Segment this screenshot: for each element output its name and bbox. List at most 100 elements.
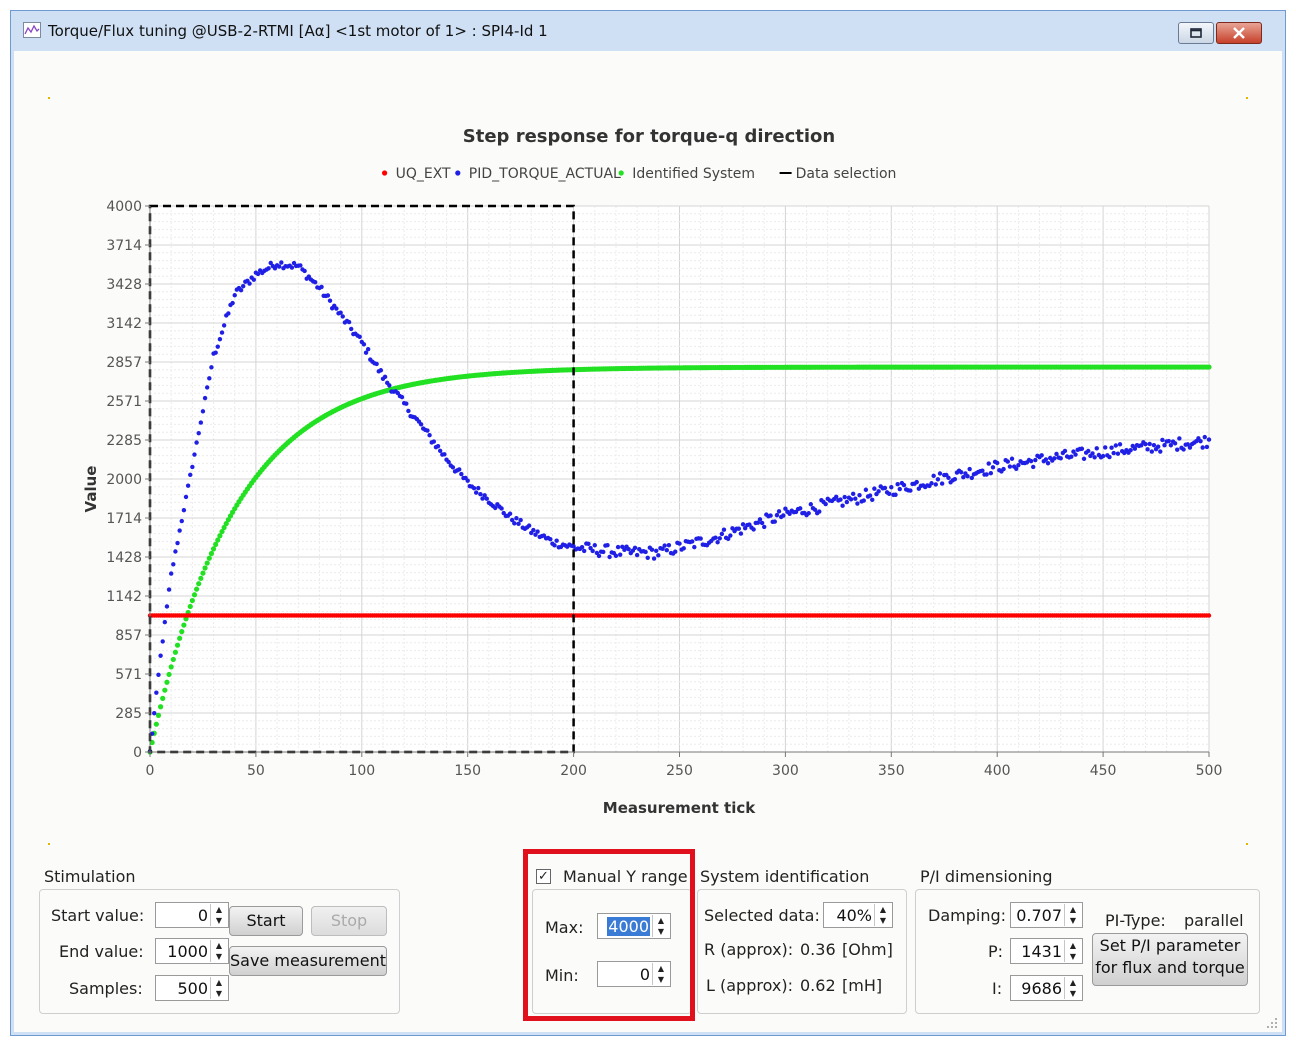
p-input[interactable]: 1431 [1021, 942, 1062, 961]
x-tick-label: 500 [1196, 763, 1223, 779]
start-value-label: Start value: [51, 906, 145, 925]
identified-system-point [225, 517, 231, 523]
spin-arrows[interactable]: ▲ ▼ [652, 963, 669, 985]
samples-input[interactable]: 500 [177, 979, 208, 998]
spin-down-icon[interactable]: ▼ [1069, 916, 1077, 925]
pid-torque-point [204, 385, 210, 390]
x-tick-label: 0 [146, 763, 155, 779]
end-value-input[interactable]: 1000 [167, 942, 208, 961]
spin-arrows[interactable]: ▲ ▼ [210, 940, 227, 962]
max-input-selection[interactable]: 4000 [607, 917, 650, 936]
pid-torque-point [596, 553, 602, 559]
pid-torque-point [200, 409, 206, 414]
pid-torque-point [666, 543, 672, 548]
spin-arrows[interactable]: ▲ ▼ [210, 977, 227, 999]
spin-up-icon[interactable]: ▲ [657, 916, 665, 925]
spin-down-icon[interactable]: ▼ [879, 916, 887, 925]
legend-label: Data selection [796, 166, 897, 182]
set-pi-button-line2: for flux and torque [1095, 958, 1245, 977]
pi-type-value: parallel [1184, 911, 1244, 930]
spin-up-icon[interactable]: ▲ [215, 941, 223, 950]
legend-marker-dot [382, 170, 388, 176]
y-tick-label: 571 [115, 667, 142, 683]
resize-grip-icon[interactable] [1266, 1017, 1278, 1029]
spin-down-icon[interactable]: ▼ [657, 927, 665, 936]
pid-torque-point [183, 494, 189, 500]
pid-torque-point [406, 408, 411, 414]
spin-down-icon[interactable]: ▼ [215, 916, 223, 925]
spin-arrows[interactable]: ▲ ▼ [210, 904, 227, 926]
i-label: I: [992, 979, 1003, 998]
spin-up-icon[interactable]: ▲ [215, 978, 223, 987]
spin-up-icon[interactable]: ▲ [1069, 941, 1077, 950]
pid-torque-point [276, 264, 282, 269]
pid-torque-point [984, 472, 989, 477]
spin-down-icon[interactable]: ▼ [1069, 952, 1077, 961]
manual-y-label[interactable]: Manual Y range [561, 867, 690, 886]
pid-torque-point [1185, 442, 1191, 447]
start-value-input[interactable]: 0 [197, 906, 208, 925]
spin-up-icon[interactable]: ▲ [879, 905, 887, 914]
pid-torque-point [664, 548, 669, 553]
min-spinbox[interactable]: 0 ▲ ▼ [597, 961, 671, 987]
selected-data-spinbox[interactable]: 40% ▲ ▼ [823, 902, 893, 928]
pid-torque-point [889, 484, 894, 490]
save-measurement-button[interactable]: Save measurement [229, 946, 387, 976]
pid-torque-point [861, 498, 866, 503]
spin-arrows[interactable]: ▲ ▼ [1064, 940, 1081, 962]
max-input[interactable]: 4000 [607, 917, 650, 936]
pid-torque-point [473, 490, 479, 495]
spin-arrows[interactable]: ▲ ▼ [874, 904, 891, 926]
pid-torque-point [437, 448, 443, 454]
stop-button[interactable]: Stop [311, 906, 387, 936]
spin-down-icon[interactable]: ▼ [657, 975, 665, 984]
pid-torque-point [334, 306, 339, 311]
spin-up-icon[interactable]: ▲ [1069, 905, 1077, 914]
i-spinbox[interactable]: 9686 ▲ ▼ [1010, 975, 1083, 1001]
p-spinbox[interactable]: 1431 ▲ ▼ [1010, 938, 1083, 964]
x-tick-label: 400 [984, 763, 1011, 779]
set-pi-parameter-button[interactable]: Set P/I parameter for flux and torque [1092, 933, 1248, 986]
identified-system-point [168, 664, 174, 670]
spin-up-icon[interactable]: ▲ [1069, 978, 1077, 987]
min-input[interactable]: 0 [639, 965, 650, 984]
restore-button[interactable] [1178, 22, 1214, 44]
spin-down-icon[interactable]: ▼ [1069, 989, 1077, 998]
pid-torque-point [673, 549, 678, 554]
spin-down-icon[interactable]: ▼ [215, 952, 223, 961]
pid-torque-point [450, 465, 456, 470]
pid-torque-point [935, 477, 941, 482]
pid-torque-point [1151, 443, 1157, 448]
pid-torque-point [634, 552, 640, 558]
max-spinbox[interactable]: 4000 ▲ ▼ [597, 913, 671, 939]
close-button[interactable] [1216, 22, 1262, 44]
manual-y-highlight-box [523, 849, 695, 1021]
start-value-spinbox[interactable]: 0 ▲ ▼ [155, 902, 229, 928]
pid-torque-point [662, 543, 667, 548]
spin-down-icon[interactable]: ▼ [215, 989, 223, 998]
spin-up-icon[interactable]: ▲ [657, 964, 665, 973]
i-input[interactable]: 9686 [1021, 979, 1062, 998]
damping-input[interactable]: 0.707 [1016, 906, 1062, 925]
spin-arrows[interactable]: ▲ ▼ [652, 915, 669, 937]
pid-torque-point [783, 506, 788, 511]
pid-torque-point [740, 522, 746, 527]
pid-torque-point [736, 526, 742, 531]
pid-torque-point [787, 511, 792, 516]
selected-data-input[interactable]: 40% [836, 906, 872, 925]
y-tick-label: 3428 [106, 277, 142, 293]
spin-arrows[interactable]: ▲ ▼ [1064, 977, 1081, 999]
start-button[interactable]: Start [229, 906, 303, 936]
damping-spinbox[interactable]: 0.707 ▲ ▼ [1010, 902, 1083, 928]
title-bar[interactable]: Torque/Flux tuning @USB-2-RTMI [Aα] <1st… [11, 11, 1285, 51]
pid-torque-point [882, 485, 888, 491]
pid-torque-point [255, 271, 261, 277]
pid-torque-point [357, 334, 362, 340]
samples-spinbox[interactable]: 500 ▲ ▼ [155, 975, 229, 1001]
spin-arrows[interactable]: ▲ ▼ [1064, 904, 1081, 926]
identified-system-point [177, 635, 183, 641]
pid-torque-point [435, 443, 441, 449]
manual-y-checkbox[interactable]: ✓ [536, 869, 551, 884]
end-value-spinbox[interactable]: 1000 ▲ ▼ [155, 938, 229, 964]
spin-up-icon[interactable]: ▲ [215, 905, 223, 914]
